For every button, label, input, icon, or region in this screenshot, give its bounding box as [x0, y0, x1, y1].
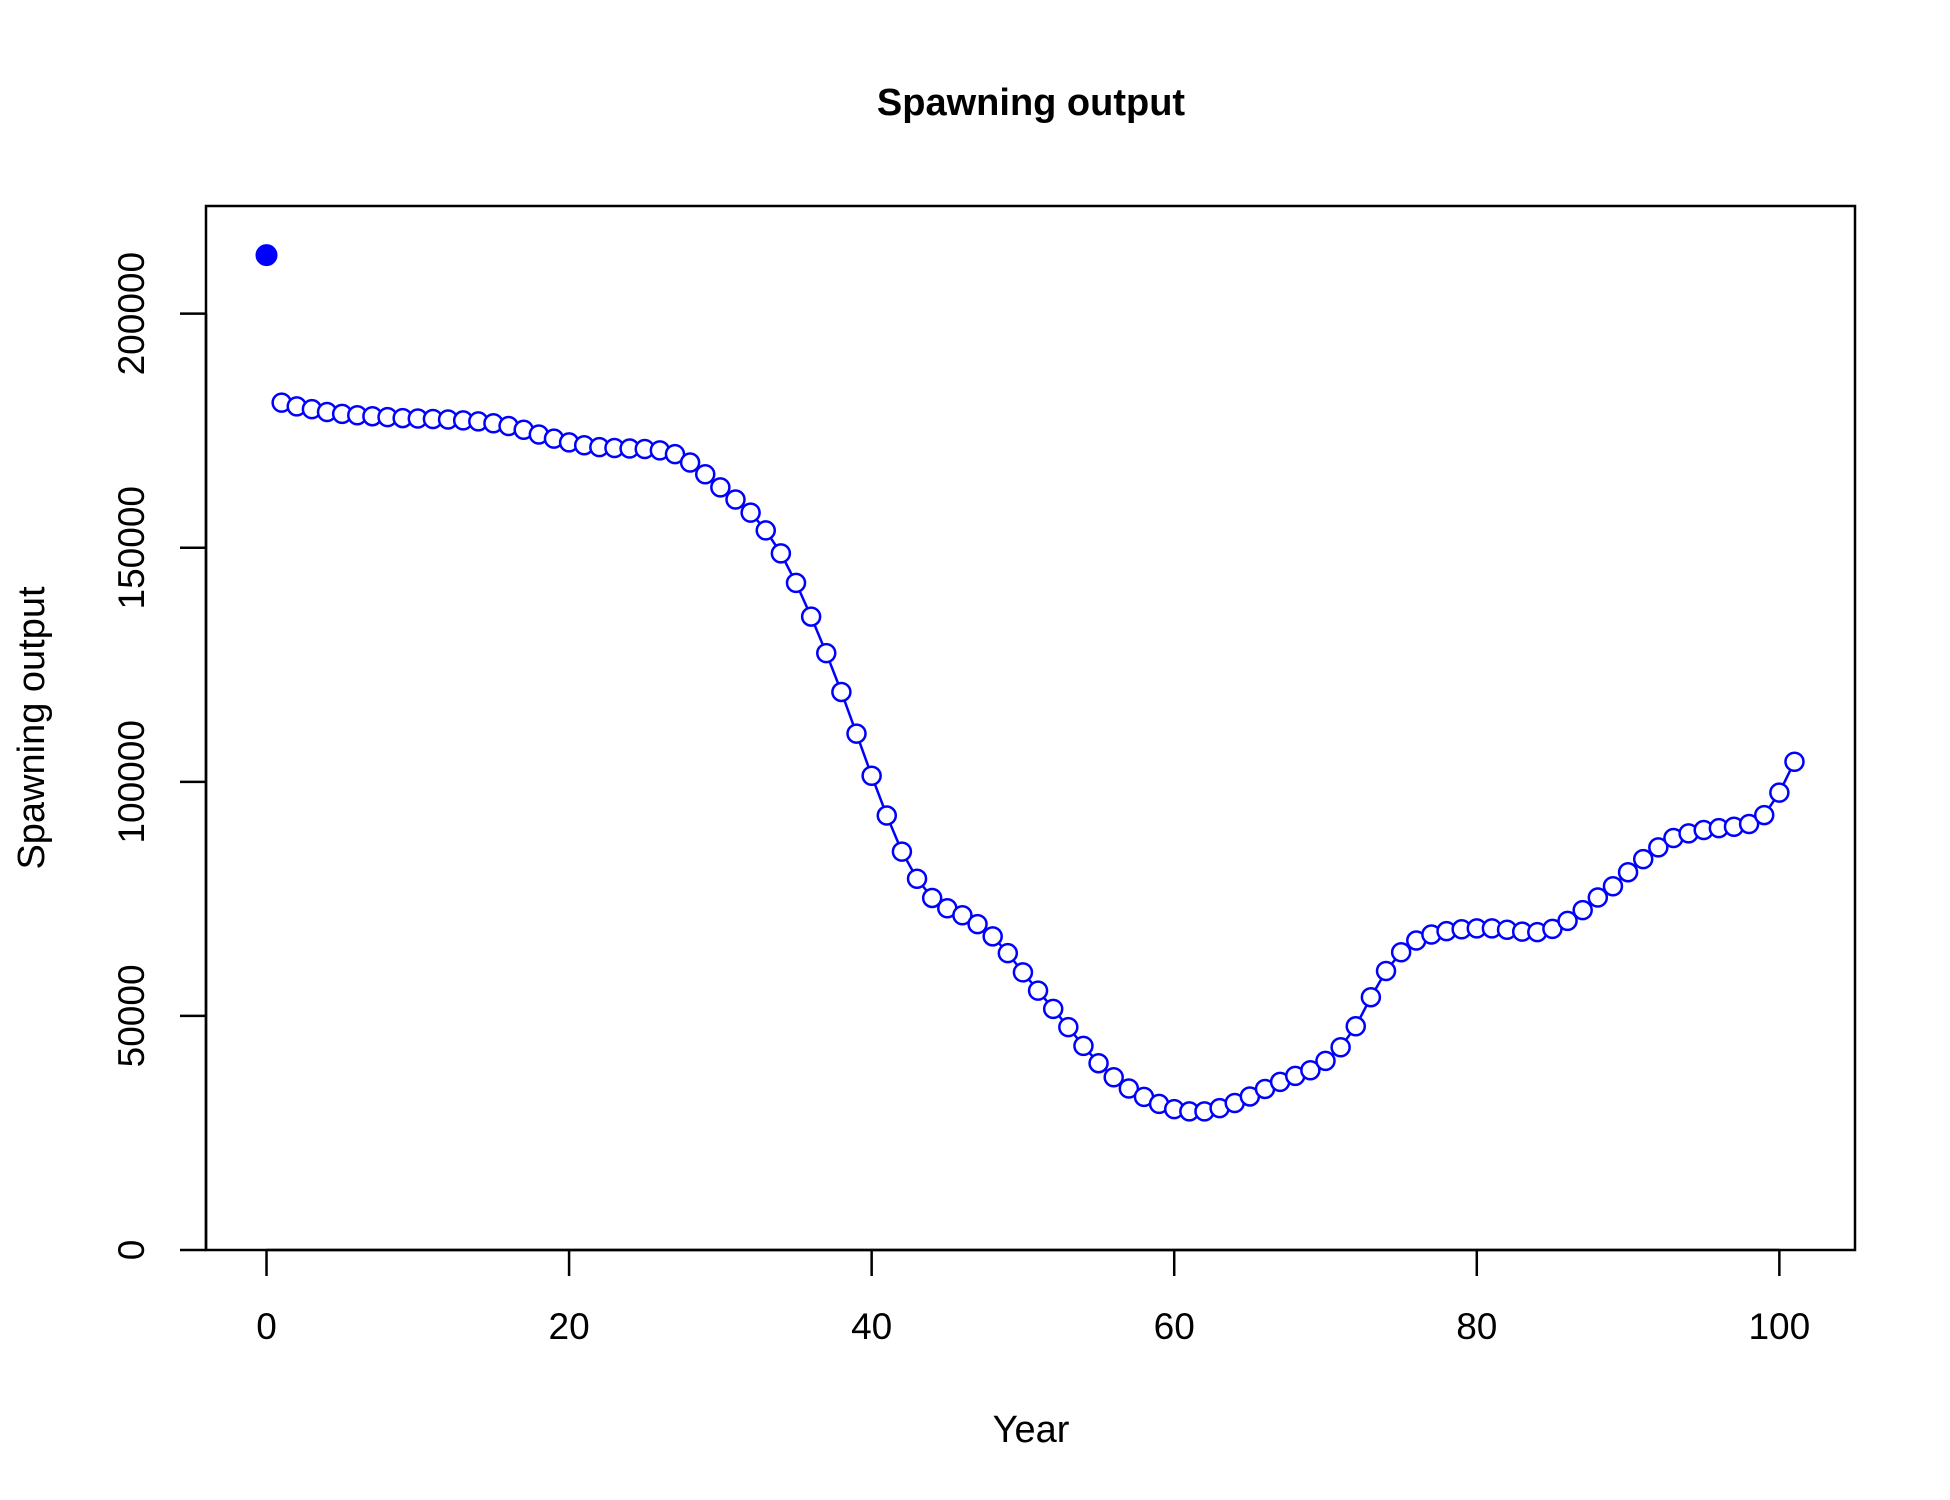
data-point: [846, 723, 867, 744]
y-tick-label: 50000: [111, 964, 152, 1067]
y-tick-label: 200000: [111, 252, 152, 375]
data-point: [1572, 899, 1593, 921]
data-point: [679, 452, 701, 473]
data-point: [710, 477, 731, 498]
series-line: [281, 401, 1796, 1113]
data-point: [1587, 887, 1609, 908]
chart-title: Spawning output: [877, 82, 1186, 124]
y-tick-label: 0: [111, 1240, 152, 1261]
x-axis-label: Year: [993, 1409, 1070, 1451]
data-point: [891, 841, 913, 862]
data-point: [800, 606, 822, 627]
data-point: [921, 887, 943, 909]
x-tick-label: 60: [1154, 1306, 1195, 1347]
data-point: [725, 489, 746, 510]
data-point: [694, 464, 716, 485]
data-point: [1073, 1035, 1094, 1057]
data-point: [1784, 751, 1805, 772]
x-tick-label: 80: [1456, 1306, 1497, 1347]
plot-frame: [204, 204, 1857, 1252]
y-axis-label: Spawning output: [11, 586, 53, 870]
x-tick-label: 20: [549, 1306, 590, 1347]
y-tick-label: 100000: [111, 720, 152, 843]
data-point: [755, 520, 777, 541]
data-point: [816, 642, 837, 664]
data-point: [1300, 1059, 1321, 1081]
data-point: [1330, 1037, 1351, 1058]
data-point: [967, 913, 988, 935]
data-point: [1557, 910, 1578, 932]
data-point: [770, 543, 792, 564]
data-point: [785, 572, 807, 594]
data-point: [1617, 861, 1639, 883]
data-point: [1315, 1050, 1336, 1072]
y-tick-label: 150000: [111, 486, 152, 609]
data-point: [1118, 1078, 1140, 1099]
data-point: [1345, 1015, 1367, 1037]
data-point: [997, 942, 1019, 964]
data-point: [1012, 962, 1034, 983]
data-point: [1103, 1066, 1124, 1088]
x-tick-label: 0: [256, 1306, 277, 1347]
data-point: [1058, 1016, 1079, 1038]
data-point: [1769, 782, 1790, 803]
data-point: [1042, 998, 1064, 1020]
x-tick-label: 100: [1748, 1306, 1810, 1347]
series-layer: [255, 244, 1805, 1122]
data-point: [1360, 986, 1382, 1008]
x-tick-label: 40: [851, 1306, 892, 1347]
data-point: [1632, 848, 1654, 870]
x-axis: 0 20 40 60 80 100: [256, 1248, 1810, 1347]
data-point: [876, 805, 898, 826]
data-point: [1027, 980, 1049, 1001]
data-point: [1648, 837, 1669, 858]
data-point: [861, 765, 882, 787]
data-point: [831, 681, 852, 703]
virgin-point: [255, 244, 278, 267]
data-point: [952, 905, 973, 926]
data-point: [664, 443, 686, 465]
data-point: [1390, 941, 1412, 963]
data-point: [1088, 1052, 1109, 1074]
data-point: [740, 502, 761, 523]
y-axis: 0 50000 100000 150000 200000: [111, 252, 208, 1261]
data-point: [906, 868, 928, 889]
data-point: [982, 926, 1003, 947]
data-point: [1602, 875, 1624, 897]
data-point: [1753, 804, 1775, 826]
data-point: [1738, 813, 1760, 835]
data-point: [1375, 960, 1397, 982]
